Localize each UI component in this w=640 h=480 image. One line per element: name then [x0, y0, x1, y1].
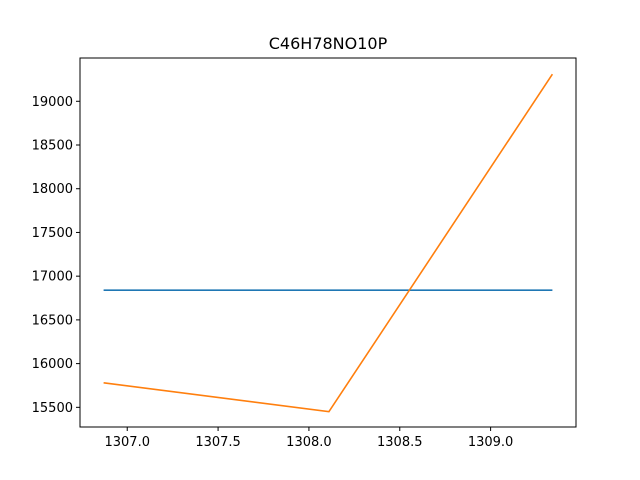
- chart-title: C46H78NO10P: [269, 34, 388, 53]
- y-axis: 15500 16000 16500 17000 17500 18000 18500 19000: [32, 95, 80, 416]
- x-tick-label: 1307.0: [104, 435, 150, 450]
- x-tick-label: 1307.5: [195, 435, 241, 450]
- y-tick-label: 19000: [32, 95, 73, 110]
- series-line-2: [103, 73, 554, 413]
- plot-frame: [79, 57, 577, 428]
- y-tick-label: 16500: [32, 313, 73, 328]
- y-tick-label: 15500: [32, 401, 73, 416]
- x-tick-label: 1309.0: [468, 435, 514, 450]
- x-tick-label: 1308.0: [286, 435, 332, 450]
- y-tick-label: 17500: [32, 226, 73, 241]
- y-tick-label: 18000: [32, 182, 73, 197]
- y-tick-label: 18500: [32, 139, 73, 154]
- x-axis: 1307.0 1307.5 1308.0 1308.5 1309.0: [104, 427, 513, 450]
- plot-series: [103, 73, 554, 413]
- y-tick-label: 17000: [32, 270, 73, 285]
- x-tick-label: 1308.5: [377, 435, 423, 450]
- y-tick-label: 16000: [32, 357, 73, 372]
